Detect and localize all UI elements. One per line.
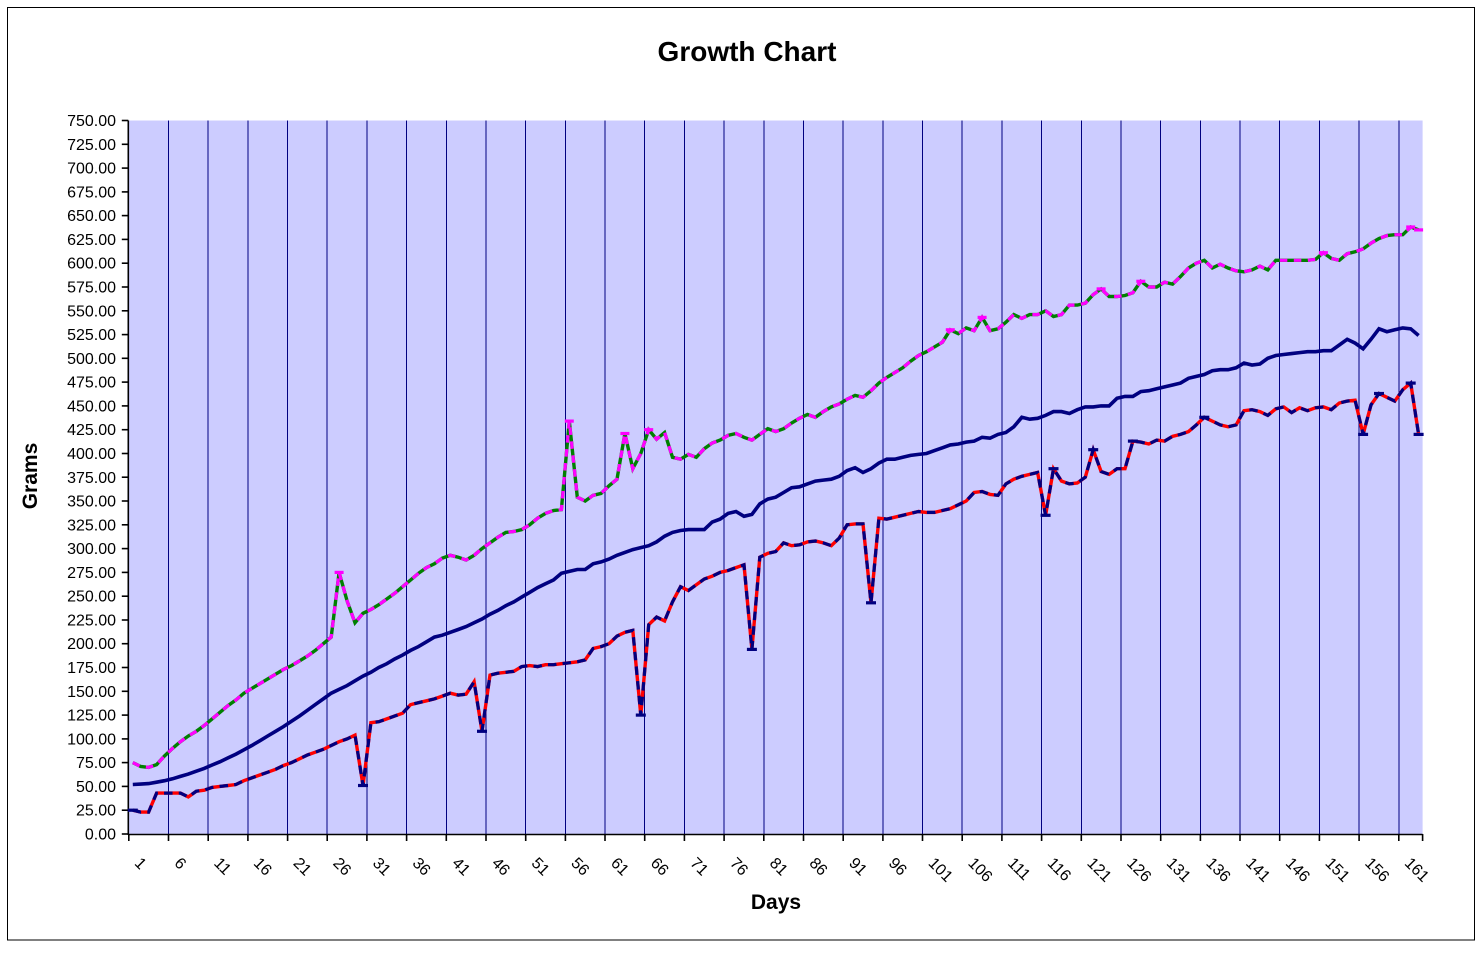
svg-text:250.00: 250.00: [67, 589, 116, 606]
svg-text:50.00: 50.00: [76, 779, 116, 796]
svg-text:200.00: 200.00: [67, 636, 116, 653]
svg-text:100.00: 100.00: [67, 731, 116, 748]
svg-text:550.00: 550.00: [67, 303, 116, 320]
svg-text:700.00: 700.00: [67, 161, 116, 178]
svg-text:Growth Chart: Growth Chart: [658, 36, 837, 67]
svg-text:525.00: 525.00: [67, 327, 116, 344]
svg-text:500.00: 500.00: [67, 351, 116, 368]
svg-text:75.00: 75.00: [76, 755, 116, 772]
svg-text:150.00: 150.00: [67, 684, 116, 701]
svg-text:Grams: Grams: [19, 443, 42, 510]
svg-text:425.00: 425.00: [67, 422, 116, 439]
svg-text:450.00: 450.00: [67, 398, 116, 415]
svg-text:675.00: 675.00: [67, 184, 116, 201]
svg-text:225.00: 225.00: [67, 613, 116, 630]
svg-text:Days: Days: [751, 891, 801, 914]
svg-text:325.00: 325.00: [67, 517, 116, 534]
svg-text:650.00: 650.00: [67, 208, 116, 225]
svg-text:400.00: 400.00: [67, 446, 116, 463]
svg-text:600.00: 600.00: [67, 256, 116, 273]
svg-text:0.00: 0.00: [85, 827, 116, 844]
svg-text:125.00: 125.00: [67, 708, 116, 725]
svg-text:575.00: 575.00: [67, 280, 116, 297]
svg-text:625.00: 625.00: [67, 232, 116, 249]
svg-text:175.00: 175.00: [67, 660, 116, 677]
svg-text:375.00: 375.00: [67, 470, 116, 487]
svg-text:275.00: 275.00: [67, 565, 116, 582]
svg-text:750.00: 750.00: [67, 113, 116, 130]
svg-text:25.00: 25.00: [76, 803, 116, 820]
svg-text:475.00: 475.00: [67, 375, 116, 392]
svg-text:350.00: 350.00: [67, 494, 116, 511]
svg-text:300.00: 300.00: [67, 541, 116, 558]
svg-text:725.00: 725.00: [67, 137, 116, 154]
